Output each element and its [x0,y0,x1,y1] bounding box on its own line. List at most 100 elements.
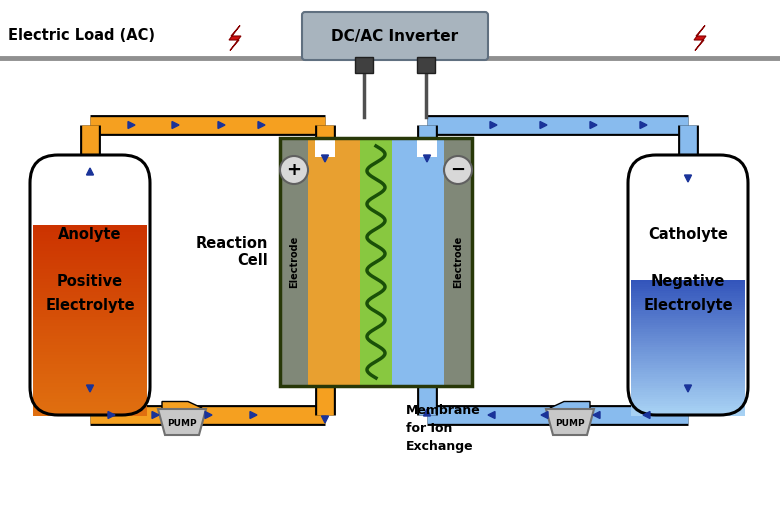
Bar [631,309,745,312]
Bar [631,338,745,342]
Bar [631,395,745,398]
Polygon shape [87,385,94,392]
Bar [631,404,745,407]
Bar [631,345,745,348]
Bar [33,364,147,368]
Bar [33,229,147,233]
Text: Electrode: Electrode [453,236,463,288]
Bar [392,138,444,386]
Bar [631,383,745,386]
Bar [33,282,147,286]
Bar [33,295,147,299]
Bar [631,307,745,310]
Bar [33,247,147,251]
Bar [631,314,745,317]
Polygon shape [424,409,431,416]
Bar [33,311,147,315]
Bar [33,358,147,362]
Bar [417,57,434,73]
Bar [631,411,745,414]
Bar [631,320,745,324]
Bar [33,232,147,236]
Text: +: + [286,161,302,179]
Bar [280,138,308,386]
Bar [33,336,147,340]
Bar [33,304,147,309]
Bar [631,311,745,315]
Bar [631,370,745,373]
Text: −: − [450,161,466,179]
Polygon shape [258,121,265,128]
Bar [33,402,147,407]
Bar [631,393,745,396]
Bar [33,327,147,331]
Text: DC/AC Inverter: DC/AC Inverter [332,28,459,43]
Bar [631,298,745,301]
Polygon shape [205,411,212,418]
Bar [631,341,745,344]
Bar [33,244,147,248]
Bar [33,241,147,245]
Bar [631,413,745,416]
Bar [33,269,147,273]
Bar [33,412,147,416]
Bar [33,383,147,388]
Polygon shape [640,121,647,128]
Bar [631,302,745,305]
Bar [33,263,147,267]
Bar [631,316,745,319]
Bar [631,368,745,371]
Bar [444,138,472,386]
Bar [631,293,745,297]
Polygon shape [218,121,225,128]
Bar [33,266,147,270]
Polygon shape [593,411,600,418]
Text: PUMP: PUMP [555,418,585,427]
Bar [631,379,745,382]
Bar [280,138,472,386]
Bar [33,288,147,293]
Bar [280,138,472,386]
Bar [33,396,147,400]
Bar [631,352,745,355]
Bar [631,347,745,351]
Bar [631,332,745,335]
Text: Reaction
Cell: Reaction Cell [196,236,268,268]
Bar [631,289,745,292]
Bar [356,57,374,73]
Bar [33,349,147,353]
Bar [33,361,147,365]
Bar [33,333,147,337]
Polygon shape [229,25,241,51]
Bar [33,386,147,391]
Bar [631,300,745,303]
Bar [631,390,745,394]
Polygon shape [250,411,257,418]
Bar [33,292,147,296]
Bar [33,339,147,343]
Bar [631,282,745,285]
Bar [631,365,745,368]
Bar [631,343,745,346]
Bar [631,322,745,326]
Bar [33,254,147,258]
Polygon shape [108,411,115,418]
Bar [33,323,147,328]
Bar [631,284,745,287]
Polygon shape [128,121,135,128]
Bar [631,363,745,366]
Bar [33,390,147,394]
Bar [33,225,147,230]
Bar [631,304,745,308]
Polygon shape [546,409,594,435]
Text: PUMP: PUMP [167,418,197,427]
Bar [33,276,147,280]
Bar [33,314,147,318]
Bar [631,354,745,358]
Polygon shape [694,25,706,51]
Bar [33,367,147,372]
Bar [33,345,147,349]
Bar [33,238,147,242]
Circle shape [280,156,308,184]
Text: Membrane
for Ion
Exchange: Membrane for Ion Exchange [406,404,480,453]
